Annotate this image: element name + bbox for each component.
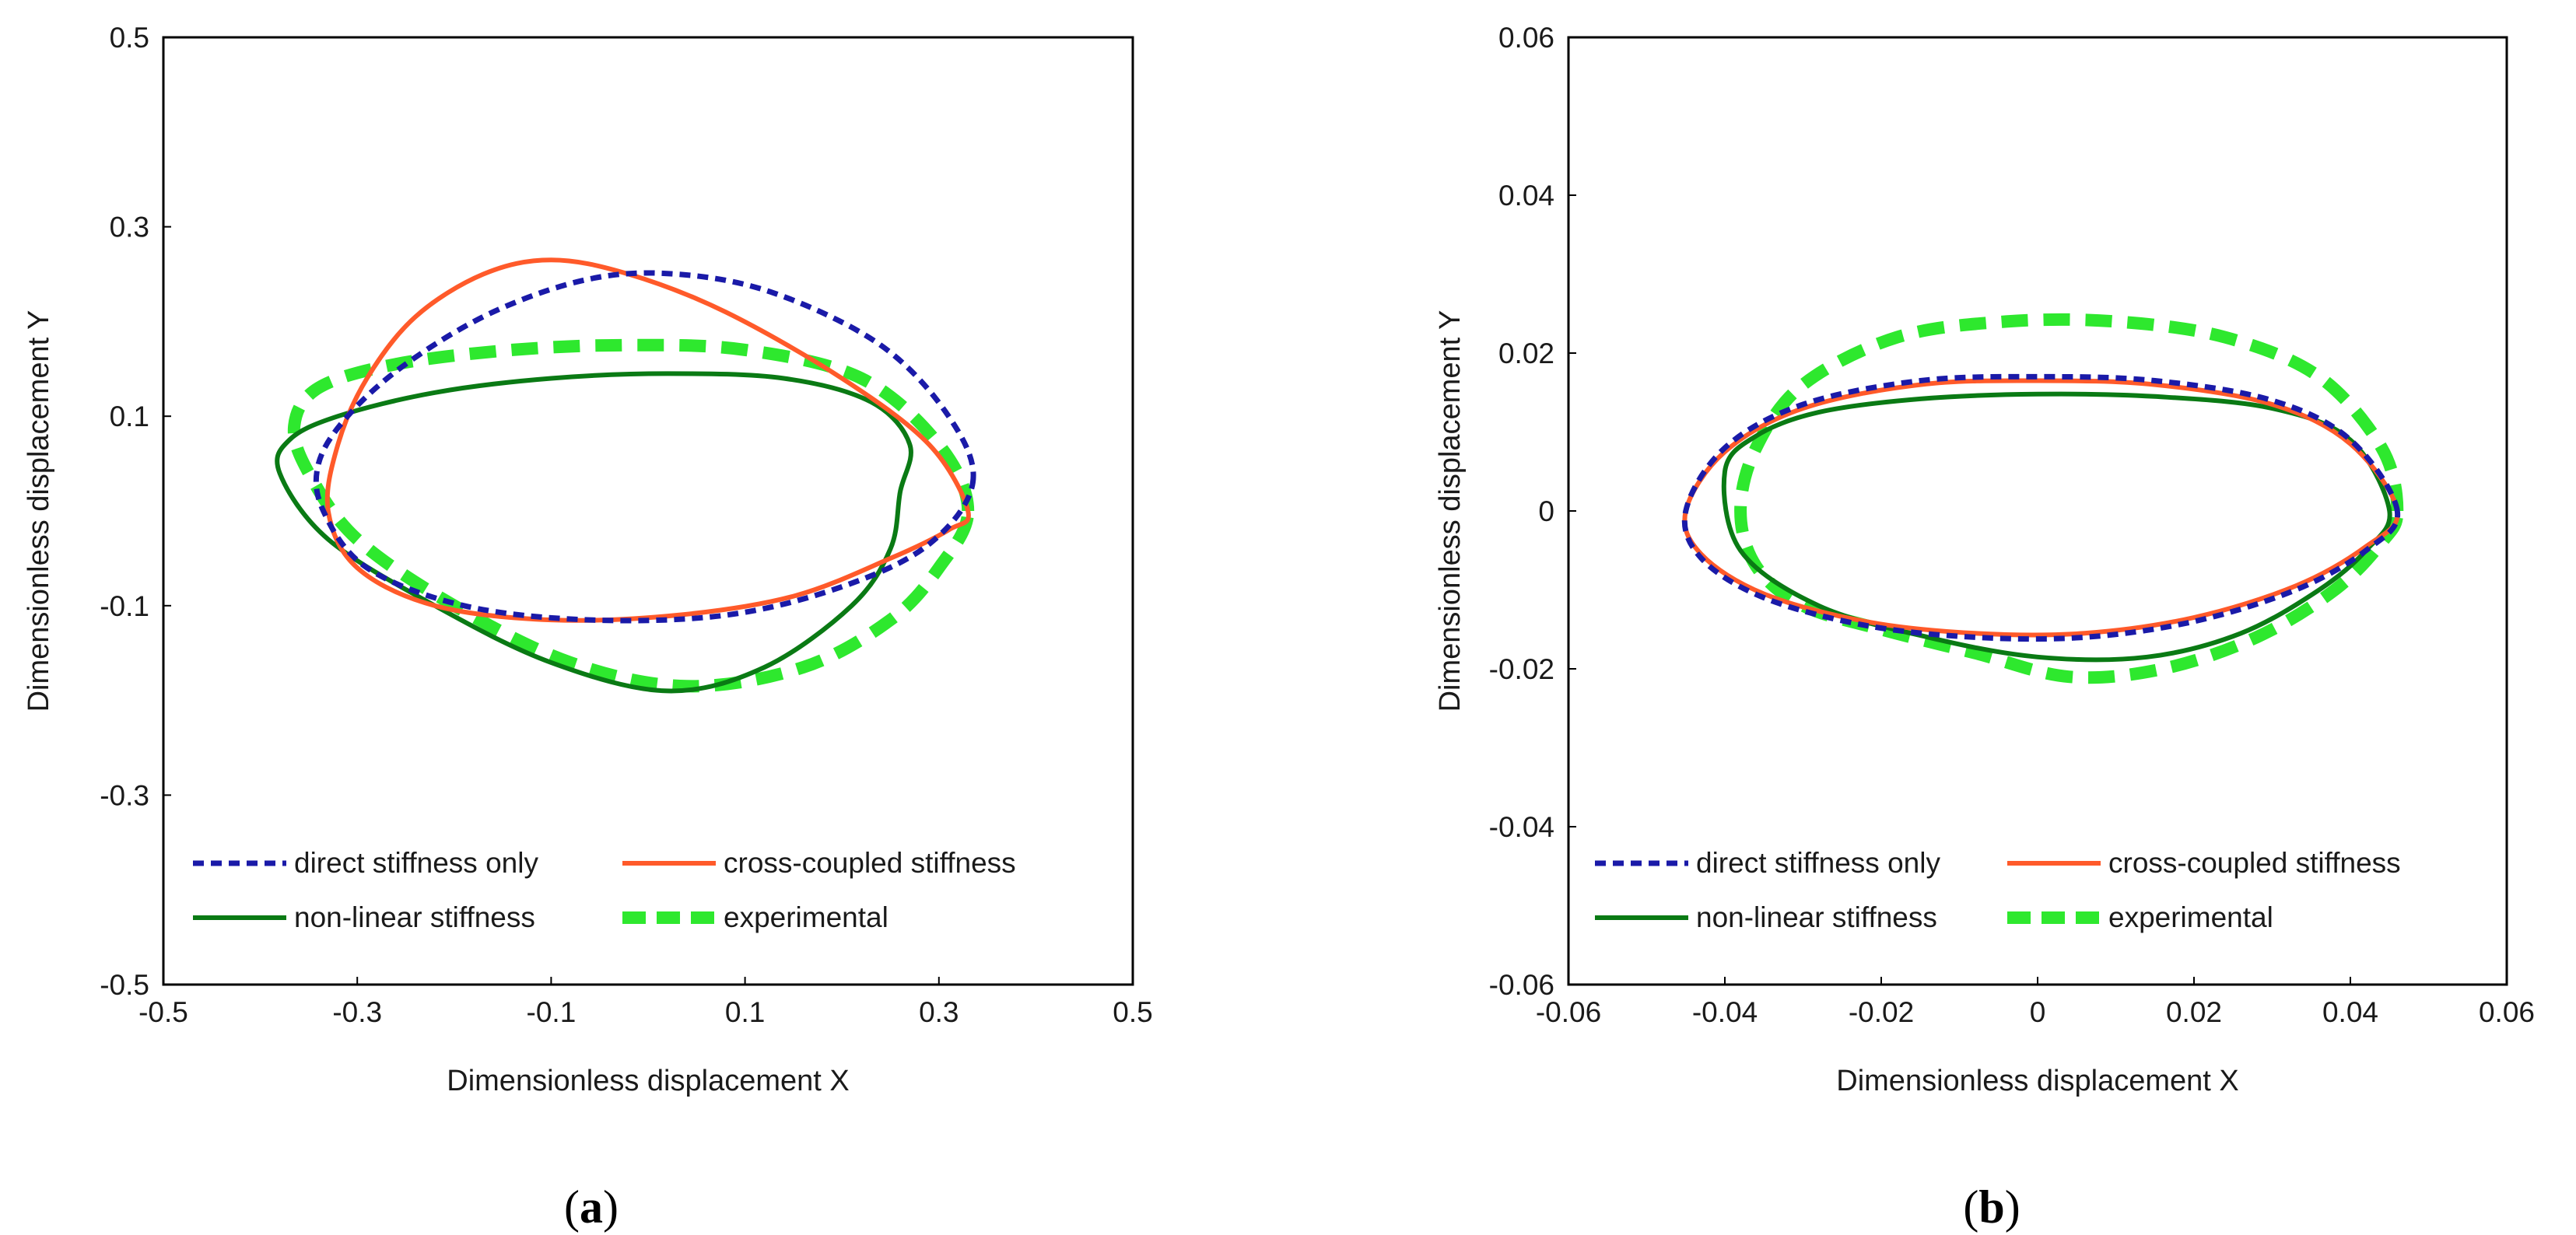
legend-label: experimental [724, 901, 888, 933]
plot-area [1567, 36, 2508, 986]
x-axis-title: Dimensionless displacement X [1836, 1065, 2238, 1097]
y-tick-label: -0.3 [100, 779, 149, 811]
series-line-non-linear-stiffness [1721, 391, 2392, 663]
x-tick-label: 0 [2030, 996, 2046, 1028]
legend-label: cross-coupled stiffness [724, 847, 1016, 879]
x-tick-label: 0.06 [2479, 996, 2535, 1028]
y-tick-label: -0.06 [1489, 969, 1554, 1001]
panel-a: -0.5 -0.3 -0.1 0.1 0.3 0.5 -0.5 -0.3 -0.1 0.1 0.3 0… [23, 22, 1153, 1233]
x-axis-title: Dimensionless displacement X [447, 1065, 849, 1097]
y-tick-label: 0.06 [1498, 22, 1554, 54]
panel-caption: (a) [564, 1181, 619, 1233]
legend-label: experimental [2108, 901, 2273, 933]
x-tick-label: 0.02 [2166, 996, 2222, 1028]
x-tick-label: -0.5 [138, 996, 188, 1028]
legend-label: non-linear stiffness [1696, 901, 1937, 933]
series-group [275, 257, 976, 694]
series-group [1681, 313, 2404, 684]
y-tick-label: 0 [1538, 495, 1554, 527]
series-line-non-linear-stiffness [275, 371, 913, 694]
plot-area [162, 36, 1134, 986]
y-tick-label: -0.1 [100, 590, 149, 622]
legend-label: direct stiffness only [294, 847, 538, 879]
x-tick-label: 0.04 [2322, 996, 2378, 1028]
y-tick-label: -0.04 [1489, 811, 1554, 843]
x-tick-label: -0.1 [527, 996, 577, 1028]
y-tick-label: 0.5 [110, 22, 149, 54]
y-tick-label: 0.02 [1498, 338, 1554, 369]
series-line-cross-coupled-stiffness [324, 257, 971, 623]
legend-label: cross-coupled stiffness [2108, 847, 2401, 879]
series-line-experimental [1734, 313, 2404, 684]
series-line-direct-stiffness-only [1681, 373, 2401, 642]
x-tick-label: 0.1 [725, 996, 765, 1028]
y-tick-label: -0.5 [100, 969, 149, 1001]
legend-label: direct stiffness only [1696, 847, 1940, 879]
y-axis-title: Dimensionless displacement Y [1434, 310, 1467, 712]
y-tick-label: 0.04 [1498, 180, 1554, 212]
x-tick-label: -0.06 [1536, 996, 1601, 1028]
x-tick-label: 0.3 [919, 996, 959, 1028]
y-tick-label: 0.1 [110, 401, 149, 432]
panel-b: -0.06 -0.04 -0.02 0 0.02 0.04 0.06 -0.06 -0.04 -0… [1434, 22, 2535, 1233]
y-axis-title: Dimensionless displacement Y [23, 310, 55, 712]
y-tick-label: 0.3 [110, 212, 149, 243]
x-tick-label: -0.04 [1692, 996, 1758, 1028]
legend-label: non-linear stiffness [294, 901, 535, 933]
series-line-experimental [287, 338, 975, 693]
x-tick-label: 0.5 [1113, 996, 1152, 1028]
panel-caption: (b) [1963, 1181, 2020, 1233]
series-line-direct-stiffness-only [313, 270, 976, 624]
x-tick-label: -0.3 [332, 996, 382, 1028]
y-tick-label: -0.02 [1489, 653, 1554, 685]
x-tick-label: -0.02 [1849, 996, 1914, 1028]
